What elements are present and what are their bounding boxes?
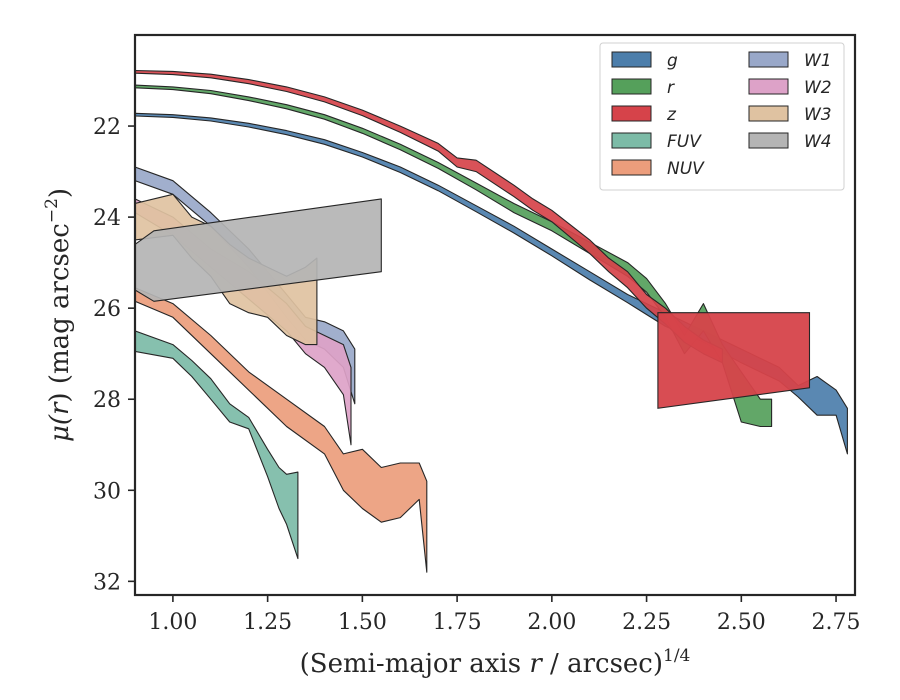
legend: grz FUV NUV W1 W2 W3 W4 (599, 42, 845, 191)
legend-swatch-fuv (611, 132, 652, 149)
y-axis-label-mu: μ( (45, 414, 75, 442)
band-z-outer-block (657, 312, 811, 409)
legend-label-r: r (667, 78, 675, 98)
legend-swatch-w3 (748, 105, 789, 122)
x-tick-label: 2.00 (527, 610, 576, 635)
y-tick-label: 28 (93, 388, 121, 413)
legend-swatch-z (611, 105, 652, 122)
y-axis-label-exponent: −2 (42, 198, 62, 223)
y-tick-label: 24 (93, 206, 121, 231)
legend-label-fuv: FUV (667, 132, 702, 152)
legend-swatch-nuv (611, 159, 652, 176)
legend-swatch-w2 (748, 78, 789, 95)
band-nuv (135, 287, 428, 573)
legend-label-w3: W3 (804, 105, 832, 125)
band-g (135, 112, 848, 455)
x-tick-label: 1.25 (243, 610, 292, 635)
y-axis-label-var: r (45, 401, 75, 415)
x-tick-label: 2.25 (622, 610, 671, 635)
x-tick-label: 2.75 (812, 610, 861, 635)
bands-layer (135, 69, 848, 573)
y-tick-label: 26 (93, 297, 121, 322)
x-axis-label: (Semi-major axis r / arcsec)1/4 (300, 646, 691, 679)
x-tick-label: 1.75 (433, 610, 482, 635)
x-tick-label: 1.50 (338, 610, 387, 635)
legend-swatch-r (611, 78, 652, 95)
x-axis-label-prefix: (Semi-major axis (300, 649, 530, 679)
ticks-layer: 1.00 1.25 1.50 1.75 2.00 2.25 2.50 2.75 22 24 26 28… (93, 115, 861, 635)
x-axis-label-suffix: / arcsec) (542, 649, 663, 679)
y-axis-label-close: ) (45, 188, 75, 198)
x-axis-label-exponent: 1/4 (663, 646, 690, 666)
y-axis-label: μ(r) (mag arcsec−2) (42, 188, 75, 442)
legend-label-w1: W1 (804, 51, 832, 71)
legend-label-g: g (667, 51, 678, 71)
band-r (135, 84, 773, 428)
plot-frame (133, 33, 857, 597)
x-tick-label: 2.50 (717, 610, 766, 635)
legend-label-z: z (666, 105, 677, 125)
legend-swatch-w4 (748, 132, 789, 149)
band-w4 (135, 198, 382, 302)
band-fuv (135, 330, 299, 560)
x-tick-label: 1.00 (148, 610, 197, 635)
legend-swatch-g (611, 51, 652, 68)
legend-label-nuv: NUV (667, 159, 705, 179)
legend-label-w2: W2 (804, 78, 832, 98)
legend-swatch-w1 (748, 51, 789, 68)
legend-label-w4: W4 (804, 132, 832, 152)
y-tick-label: 22 (93, 115, 121, 140)
y-axis-label-rest: ) (mag arcsec (45, 223, 75, 402)
y-tick-label: 30 (93, 479, 121, 504)
y-tick-label: 32 (93, 570, 121, 595)
x-axis-label-var: r (529, 649, 543, 679)
